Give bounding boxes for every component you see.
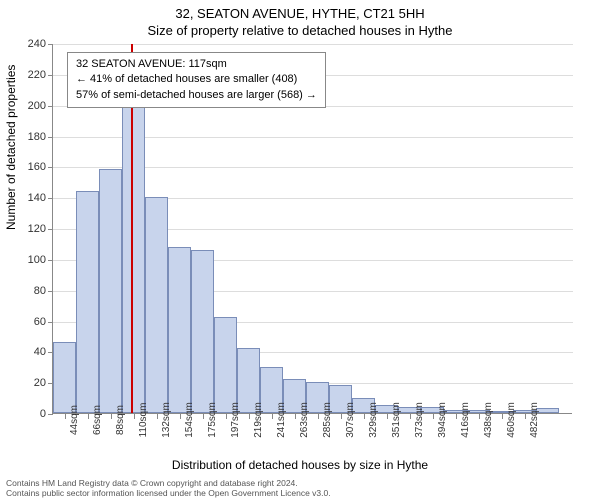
histogram-bar [191,250,214,413]
ytick-label: 60 [16,316,46,328]
xtick-mark [387,414,388,419]
xtick-mark [318,414,319,419]
plot-area: 32 SEATON AVENUE: 117sqm ← 41% of detach… [52,44,572,414]
xtick-mark [249,414,250,419]
xtick-label: 373sqm [414,402,425,438]
ytick-mark [48,291,53,292]
info-box: 32 SEATON AVENUE: 117sqm ← 41% of detach… [67,52,326,108]
ytick-label: 100 [16,254,46,266]
xtick-mark [203,414,204,419]
ytick-label: 0 [16,408,46,420]
x-axis-label: Distribution of detached houses by size … [0,458,600,472]
ytick-mark [48,322,53,323]
xtick-label: 44sqm [69,405,80,435]
xtick-label: 482sqm [529,402,540,438]
chart-title-main: 32, SEATON AVENUE, HYTHE, CT21 5HH [0,0,600,21]
info-line-3: 57% of semi-detached houses are larger (… [76,88,317,103]
histogram-bar [99,169,122,413]
ytick-mark [48,229,53,230]
ytick-label: 20 [16,377,46,389]
xtick-label: 241sqm [276,402,287,438]
xtick-mark [272,414,273,419]
xtick-label: 110sqm [138,403,149,438]
footer-line-1: Contains HM Land Registry data © Crown c… [6,478,331,488]
xtick-label: 438sqm [483,402,494,438]
xtick-label: 460sqm [506,402,517,438]
xtick-mark [295,414,296,419]
ytick-label: 240 [16,38,46,50]
xtick-mark [226,414,227,419]
ytick-mark [48,198,53,199]
xtick-label: 132sqm [161,402,172,438]
xtick-label: 154sqm [184,402,195,438]
xtick-mark [65,414,66,419]
info-line-1: 32 SEATON AVENUE: 117sqm [76,57,317,72]
ytick-mark [48,44,53,45]
xtick-mark [502,414,503,419]
xtick-label: 307sqm [345,402,356,438]
xtick-mark [479,414,480,419]
chart-plot: 32 SEATON AVENUE: 117sqm ← 41% of detach… [52,44,572,414]
ytick-label: 200 [16,100,46,112]
xtick-mark [88,414,89,419]
xtick-mark [341,414,342,419]
xtick-label: 88sqm [115,405,126,435]
ytick-label: 140 [16,192,46,204]
histogram-bar [53,342,76,413]
info-line-2: ← 41% of detached houses are smaller (40… [76,72,317,87]
xtick-mark [134,414,135,419]
ytick-label: 180 [16,131,46,143]
xtick-mark [157,414,158,419]
ytick-label: 220 [16,69,46,81]
histogram-bar [145,197,168,413]
histogram-bar [168,247,191,414]
xtick-mark [456,414,457,419]
histogram-bar [76,191,99,413]
ytick-mark [48,137,53,138]
xtick-label: 197sqm [230,402,241,438]
xtick-label: 285sqm [322,402,333,438]
xtick-label: 219sqm [253,402,264,438]
histogram-bar [122,89,145,413]
ytick-label: 160 [16,161,46,173]
xtick-mark [525,414,526,419]
ytick-mark [48,414,53,415]
ytick-mark [48,167,53,168]
xtick-mark [180,414,181,419]
xtick-mark [111,414,112,419]
xtick-label: 394sqm [437,402,448,438]
ytick-mark [48,75,53,76]
ytick-label: 40 [16,346,46,358]
ytick-mark [48,260,53,261]
histogram-bar [214,317,237,413]
xtick-mark [364,414,365,419]
ytick-mark [48,106,53,107]
xtick-label: 66sqm [92,405,103,435]
y-axis-label: Number of detached properties [4,65,18,230]
ytick-label: 120 [16,223,46,235]
xtick-mark [433,414,434,419]
xtick-label: 263sqm [299,402,310,438]
footer-attribution: Contains HM Land Registry data © Crown c… [6,478,331,498]
chart-title-sub: Size of property relative to detached ho… [0,21,600,38]
xtick-label: 416sqm [460,402,471,438]
xtick-label: 351sqm [391,402,402,438]
xtick-label: 329sqm [368,402,379,438]
ytick-label: 80 [16,285,46,297]
footer-line-2: Contains public sector information licen… [6,488,331,498]
xtick-label: 175sqm [207,402,218,438]
xtick-mark [410,414,411,419]
